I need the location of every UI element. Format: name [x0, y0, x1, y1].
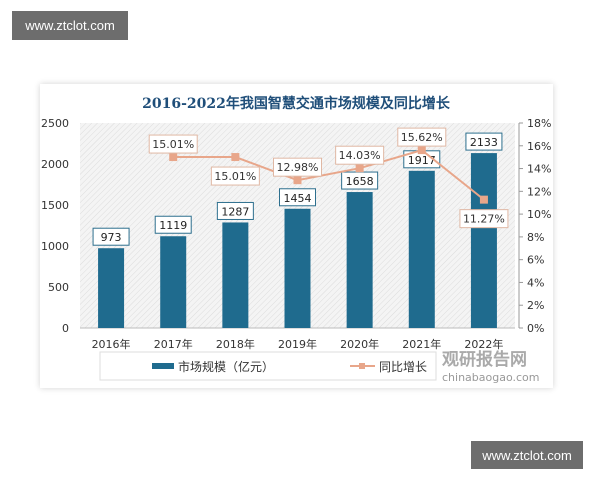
bar [160, 236, 187, 328]
growth-point [293, 176, 302, 185]
bar-label: 1917 [408, 154, 436, 167]
x-tick: 2017年 [154, 337, 193, 351]
growth-label: 14.03% [339, 149, 381, 162]
growth-label-box [210, 166, 260, 186]
y-left-tick: 1000 [41, 240, 69, 253]
bar-label-box [465, 132, 503, 151]
y-left-tick: 500 [48, 281, 69, 294]
x-tick: 2018年 [216, 337, 255, 351]
legend-bar-label: 市场规模（亿元） [178, 359, 274, 374]
legend-line-label: 同比增长 [379, 360, 427, 374]
x-tick: 2021年 [402, 337, 441, 351]
growth-label-box [459, 209, 509, 229]
bar [408, 170, 435, 328]
y-left-tick: 0 [62, 322, 69, 335]
growth-label: 15.62% [401, 131, 443, 144]
bar [222, 222, 249, 328]
chart: 2016-2022年我国智慧交通市场规模及同比增长 0 500 1000 1500 200… [41, 95, 551, 381]
growth-line [173, 149, 485, 201]
brand-logo: 观研报告网 [442, 350, 527, 370]
bar [98, 248, 125, 328]
growth-label-box [273, 157, 322, 177]
bar [284, 208, 311, 328]
x-tick: 2016年 [92, 337, 131, 351]
y-left-tick: 1500 [41, 199, 69, 212]
bar-label-box [279, 188, 316, 207]
y-right-tick: 6% [527, 254, 544, 267]
growth-label: 11.27% [463, 213, 505, 226]
bar-label: 2133 [470, 136, 498, 149]
growth-point [355, 164, 364, 173]
growth-label: 12.98% [277, 161, 319, 174]
chart-card: 2016-2022年我国智慧交通市场规模及同比增长 0 500 1000 1500 200… [40, 84, 553, 388]
bar-label: 1454 [284, 192, 312, 205]
x-tick: 2019年 [278, 337, 317, 351]
bar-label-box [92, 227, 130, 246]
growth-label: 15.01% [152, 138, 194, 151]
y-right-tick: 8% [527, 231, 544, 244]
y-left-tick: 2000 [41, 158, 69, 171]
bar [346, 192, 373, 328]
bar-label-box [216, 201, 254, 220]
bar-label-box [154, 215, 192, 234]
growth-label-box [397, 127, 447, 147]
y-right-tick: 16% [527, 140, 551, 153]
y-right-tick: 0% [527, 322, 544, 335]
y-right-tick: 12% [527, 185, 551, 198]
bar-label: 1119 [159, 219, 187, 232]
growth-label-box [148, 134, 198, 154]
growth-point [231, 153, 240, 162]
chart-title: 2016-2022年我国智慧交通市场规模及同比增长 [142, 95, 451, 112]
y-right-tick: 10% [527, 208, 551, 221]
watermark-top: www.ztclot.com [12, 11, 128, 40]
y-left-tick: 2500 [41, 117, 69, 130]
y-right-tick: 4% [527, 276, 544, 289]
x-tick: 2022年 [464, 337, 503, 351]
legend-bar-swatch [152, 363, 174, 369]
growth-point [417, 146, 426, 155]
growth-label-box [335, 145, 385, 165]
bar-label: 1287 [221, 205, 249, 218]
y-right-tick: 18% [527, 117, 551, 130]
growth-point [479, 195, 488, 204]
x-tick: 2020年 [340, 337, 379, 351]
y-right-tick: 14% [527, 163, 551, 176]
legend-line-marker [359, 363, 365, 369]
bar [470, 153, 497, 328]
bar-label: 973 [101, 231, 122, 244]
watermark-bottom: www.ztclot.com [471, 441, 583, 469]
growth-point [169, 153, 178, 162]
brand-url: chinabaogao.com [442, 371, 540, 384]
y-right-tick: 2% [527, 299, 544, 312]
growth-label: 15.01% [214, 170, 256, 183]
bar-label: 1658 [346, 175, 374, 188]
